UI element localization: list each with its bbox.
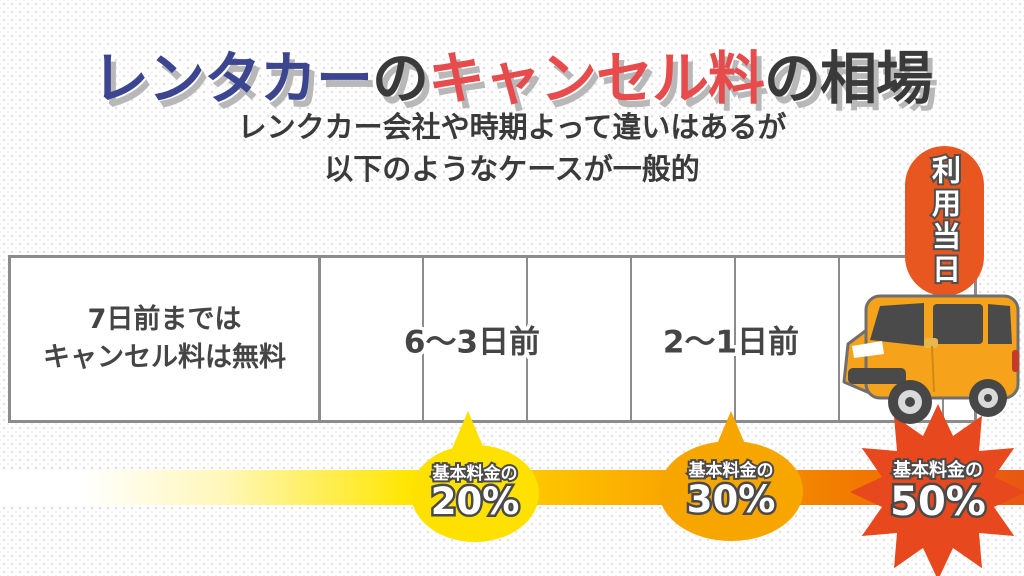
fee-20-value: 20% [428, 480, 522, 524]
title-rentacar: レンタカー [89, 43, 377, 116]
fee-burst-50: 基本料金の 50% [850, 404, 1024, 576]
timeline-table: 7日前までは キャンセル料は無料 6〜3日前 2〜1日前 [8, 255, 977, 423]
subtitle: レンクカー会社や時期よって違いはあるが 以下のようなケースが一般的 [0, 106, 1024, 190]
timeline-divider [734, 258, 736, 420]
free-period-line-2: キャンセル料は無料 [43, 342, 286, 373]
starburst-icon [850, 404, 1024, 576]
title-no-souba: の相場 [761, 43, 937, 116]
timeline-divider [526, 258, 528, 420]
fee-bubble-20: 基本料金の 20% [411, 445, 539, 542]
timeline-divider [422, 258, 424, 420]
subtitle-line-2: 以下のようなケースが一般的 [324, 152, 700, 187]
free-period-line-1: 7日前までは [87, 304, 242, 336]
day-of-use-label: 利用当日 [926, 153, 964, 289]
page-title: レンタカーのキャンセル料の相場 [0, 42, 1024, 116]
fee-20-prefix: 基本料金の [431, 463, 520, 485]
range-6-3-days-label: 6〜3日前 [400, 321, 543, 364]
range-2-1-days-label: 2〜1日前 [659, 321, 802, 364]
fee-30-prefix: 基本料金の [687, 460, 776, 482]
bubble-pointer-20 [451, 411, 485, 451]
fee-30-value: 30% [684, 477, 778, 522]
timeline-divider [838, 258, 840, 420]
timeline-divider [630, 258, 632, 420]
car-icon [842, 294, 1020, 424]
fee-50-value: 50% [888, 478, 989, 525]
subtitle-line-1: レンクカー会社や時期よって違いはあるが [237, 110, 787, 144]
day-of-use-badge: 利用当日 [905, 146, 984, 296]
free-period-cell: 7日前までは キャンセル料は無料 [11, 258, 321, 420]
title-no-1: の [369, 43, 433, 116]
title-cancel-fee: キャンセル料 [425, 43, 769, 116]
fee-bubble-30: 基本料金の 30% [659, 441, 803, 541]
fee-50-text: 基本料金の 50% [850, 404, 1024, 576]
fee-50-prefix: 基本料金の [891, 459, 985, 483]
